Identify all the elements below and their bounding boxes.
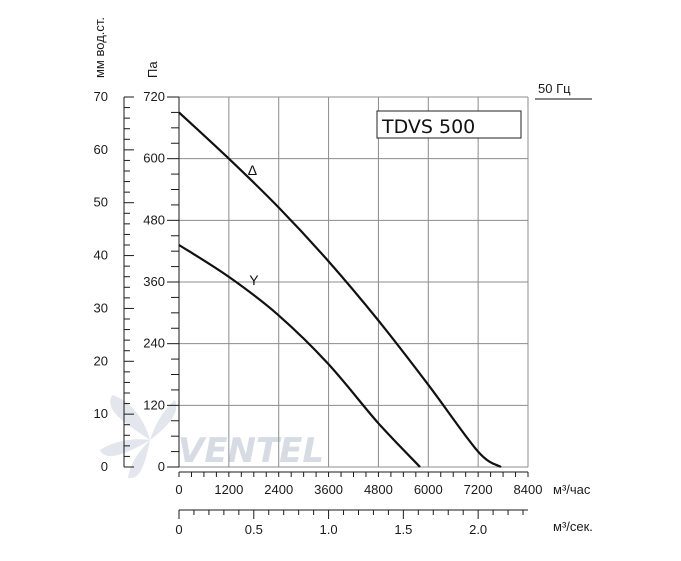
mm-tick-label: 30 [94,300,108,315]
mm-tick-label: 20 [94,353,108,368]
pa-axis: 0 120 240 360 480 600 720 [143,89,180,474]
mm-water-axis: 0 10 20 30 40 50 60 70 [94,89,134,474]
curve-star [178,244,421,468]
mm-tick-label: 40 [94,248,108,263]
mm-tick-label: 10 [94,406,108,421]
m3h-tick-label: 3600 [314,482,343,497]
pa-tick-label: 0 [158,459,165,474]
pa-tick-label: 120 [143,397,165,412]
m3s-tick-label: 0 [175,522,182,537]
m3h-tick-label: 4800 [364,482,393,497]
mm-tick-label: 60 [94,142,108,157]
m3s-tick-label: 0.5 [245,522,263,537]
m3-per-hour-axis: 0 1200 2400 3600 4800 6000 7200 8400 [175,471,543,497]
curve-label-delta: Δ [248,162,257,178]
watermark: VENTEL [100,395,324,479]
m3h-tick-label: 1200 [214,482,243,497]
x2-axis-title: м³/сек. [553,519,593,534]
m3h-tick-label: 6000 [414,482,443,497]
grid [178,96,529,468]
m3-per-sec-axis: 0 0.5 1.0 1.5 2.0 [175,509,528,537]
pa-tick-label: 480 [143,212,165,227]
mm-tick-label: 50 [94,195,108,210]
pa-tick-label: 720 [143,89,165,104]
title-box [376,110,522,139]
curve-delta [178,111,502,468]
watermark-text: VENTEL [178,431,324,471]
mm-tick-label: 0 [101,459,108,474]
y-axis-title: Па [145,61,160,78]
x-axis-title: м³/час [553,482,591,497]
pa-tick-label: 360 [143,274,165,289]
curve-label-star: Y [249,272,259,288]
m3s-tick-label: 1.5 [394,522,412,537]
m3h-tick-label: 8400 [514,482,543,497]
pa-tick-label: 600 [143,151,165,166]
m3s-tick-label: 1.0 [320,522,338,537]
chart-title: TDVS 500 [381,116,475,138]
mm-tick-label: 70 [94,89,108,104]
y2-axis-title: мм вод.ст. [92,17,107,78]
m3h-tick-label: 0 [175,482,182,497]
curves: ΔY [178,111,502,468]
m3h-tick-label: 7200 [464,482,493,497]
pa-tick-label: 240 [143,336,165,351]
watermark-fan-logo-icon [100,395,177,479]
m3s-tick-label: 2.0 [469,522,487,537]
m3h-tick-label: 2400 [264,482,293,497]
frequency-label: 50 Гц [538,81,571,96]
